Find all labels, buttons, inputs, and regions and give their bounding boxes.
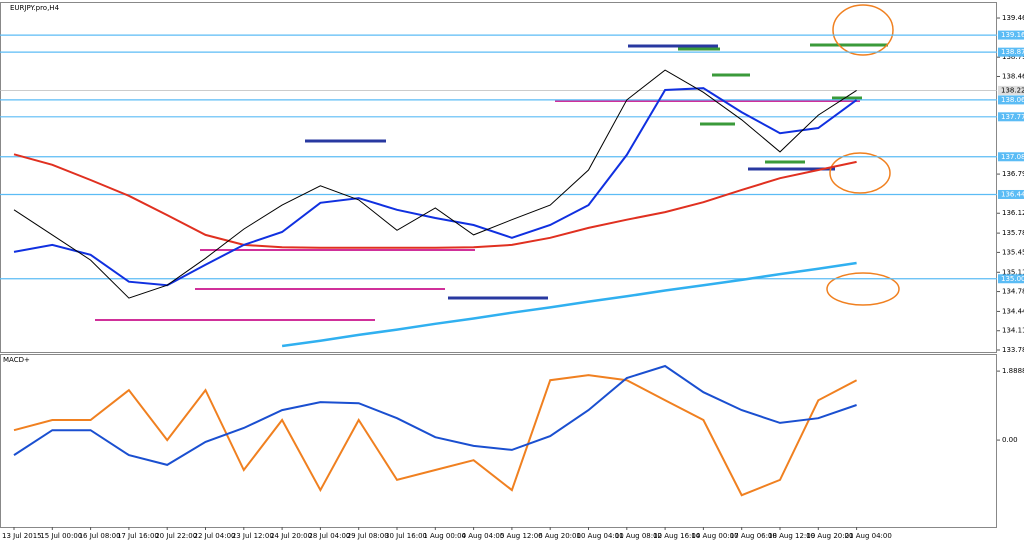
x-tick-label: 28 Jul 04:00 — [308, 532, 350, 540]
x-tick-label: 12 Aug 16:00 — [653, 532, 700, 540]
price-label-box — [998, 85, 1024, 95]
x-tick-label: 23 Jul 12:00 — [232, 532, 274, 540]
level-label: 136.442 — [1001, 190, 1024, 198]
y-tick-label: 135.111 — [1002, 268, 1024, 276]
annotations — [826, 4, 900, 306]
x-tick-label: 15 Jul 00:00 — [40, 532, 82, 540]
macd-title: MACD+ — [3, 356, 30, 364]
y-tick-label: 138.791 — [1002, 53, 1024, 61]
x-tick-label: 5 Aug 12:00 — [500, 532, 543, 540]
series-line — [281, 261, 857, 348]
x-tick-label: 20 Jul 22:00 — [155, 532, 197, 540]
highlight-ellipse — [829, 152, 891, 194]
y-tick-label: 134.441 — [1002, 307, 1024, 315]
level-label: 137.087 — [1001, 153, 1024, 161]
level-label: 138.060 — [1001, 96, 1024, 104]
x-tick-label: 13 Jul 2015 — [2, 532, 42, 540]
y-tick-label: 134.111 — [1002, 327, 1024, 335]
highlight-ellipse — [832, 4, 894, 56]
level-label: 138.877 — [1001, 48, 1024, 56]
level-label: 139.169 — [1001, 31, 1024, 39]
level-label-box — [998, 152, 1024, 162]
symbol-title: EURJPY.pro,H4 — [10, 4, 60, 12]
x-tick-label: 18 Aug 12:00 — [768, 532, 815, 540]
level-segments — [95, 43, 888, 321]
level-label: 135.000 — [1001, 275, 1024, 283]
series-line — [13, 374, 858, 497]
level-label-box — [998, 112, 1024, 122]
series-line — [13, 153, 857, 249]
y-tick-label: 135.781 — [1002, 229, 1024, 237]
level-label-box — [998, 95, 1024, 105]
x-tick-label: 29 Jul 08:00 — [347, 532, 389, 540]
level-label-box — [998, 189, 1024, 199]
x-tick-label: 17 Aug 06:00 — [730, 532, 777, 540]
y-tick-label: 134.781 — [1002, 288, 1024, 296]
x-tick-label: 6 Aug 20:00 — [538, 532, 581, 540]
y-tick-label: 0.00 — [1002, 436, 1018, 444]
x-tick-label: 4 Aug 04:00 — [462, 532, 505, 540]
level-label-box — [998, 47, 1024, 57]
x-tick-label: 21 Aug 04:00 — [845, 532, 892, 540]
x-tick-label: 11 Aug 08:00 — [615, 532, 662, 540]
y-tick-label: 136.121 — [1002, 209, 1024, 217]
x-tick-label: 16 Jul 08:00 — [79, 532, 121, 540]
x-tick-label: 17 Jul 16:00 — [117, 532, 159, 540]
level-label-box — [998, 30, 1024, 40]
macd-pane — [0, 354, 997, 528]
x-tick-label: 14 Aug 00:00 — [691, 532, 738, 540]
series-line — [13, 364, 857, 466]
y-tick-label: 1.8888 — [1002, 367, 1024, 375]
x-tick-label: 30 Jul 16:00 — [385, 532, 427, 540]
series-line — [13, 69, 857, 299]
price-label: 138.223 — [1001, 86, 1024, 94]
x-tick-label: 24 Jul 20:00 — [270, 532, 312, 540]
y-tick-label: 139.461 — [1002, 14, 1024, 22]
y-tick-label: 138.461 — [1002, 72, 1024, 80]
y-tick-label: 136.791 — [1002, 170, 1024, 178]
x-tick-label: 10 Aug 04:00 — [577, 532, 624, 540]
level-label-box — [998, 274, 1024, 284]
y-tick-label: 135.451 — [1002, 248, 1024, 256]
x-tick-label: 22 Jul 04:00 — [194, 532, 236, 540]
highlight-ellipse — [826, 272, 900, 306]
price-pane — [0, 2, 997, 353]
y-tick-label: 133.781 — [1002, 346, 1024, 354]
x-tick-label: 1 Aug 00:00 — [423, 532, 466, 540]
series-line — [13, 87, 858, 287]
x-tick-label: 19 Aug 20:00 — [806, 532, 853, 540]
level-label: 137.771 — [1001, 113, 1024, 121]
